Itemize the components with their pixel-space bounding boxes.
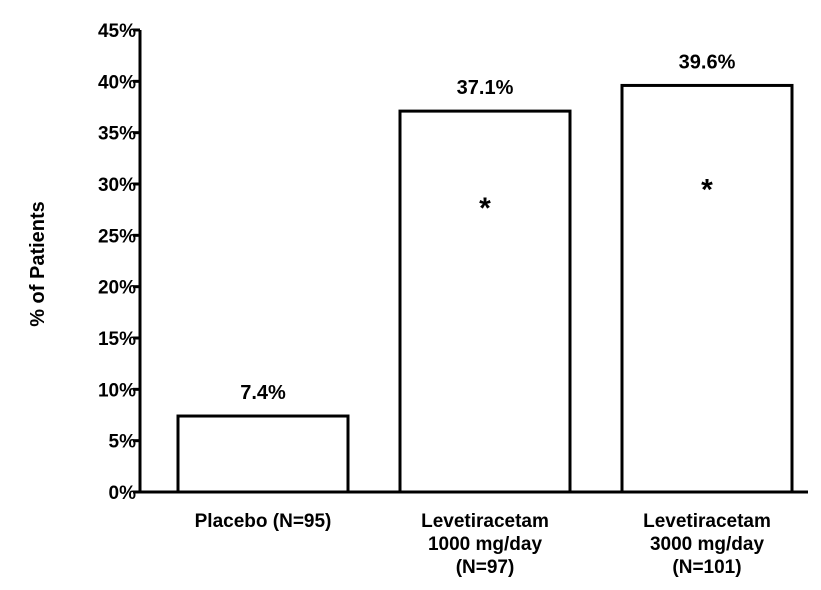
bar — [398, 109, 572, 494]
category-label: Placebo (N=95) — [195, 511, 332, 532]
bar-value-label: 39.6% — [679, 51, 736, 73]
y-tick-label: 15% — [98, 329, 136, 350]
category-label: (N=101) — [672, 557, 741, 578]
y-tick-label: 35% — [98, 124, 136, 145]
category-label: Levetiracetam — [643, 511, 771, 532]
y-tick-label: 40% — [98, 72, 136, 93]
significance-marker: * — [701, 173, 713, 206]
bar-value-label: 37.1% — [457, 77, 514, 99]
significance-marker: * — [479, 192, 491, 225]
data-labels: 7.4% 37.1% * 39.6% * — [240, 51, 735, 404]
bar — [620, 83, 794, 494]
bars — [176, 83, 794, 494]
category-label: 3000 mg/day — [650, 534, 764, 555]
y-tick-label: 30% — [98, 175, 136, 196]
y-tick-label: 10% — [98, 380, 136, 401]
y-ticks: 0% 5% 10% 15% 20% 25% 30% 35% 40% 45% — [98, 21, 140, 504]
bar — [176, 414, 350, 494]
y-axis-title: % of Patients — [27, 201, 49, 327]
category-label: 1000 mg/day — [428, 534, 542, 555]
y-tick-label: 25% — [98, 226, 136, 247]
bar-value-label: 7.4% — [240, 382, 286, 404]
y-tick-label: 0% — [109, 483, 137, 504]
y-tick-label: 5% — [109, 432, 137, 453]
category-label: (N=97) — [456, 557, 515, 578]
category-label: Levetiracetam — [421, 511, 549, 532]
y-tick-label: 20% — [98, 278, 136, 299]
y-tick-label: 45% — [98, 21, 136, 42]
